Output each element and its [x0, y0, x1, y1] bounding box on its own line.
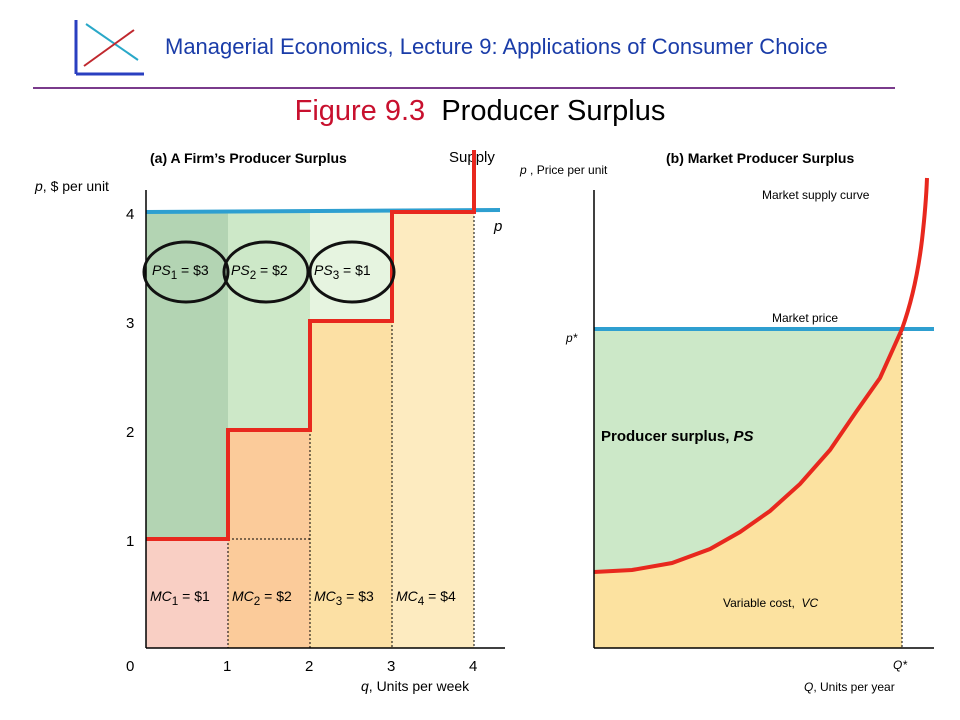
y-tick: 3 [126, 315, 135, 332]
vc-label: Variable cost, VC [723, 596, 819, 610]
mc1-area [146, 539, 228, 648]
ps1-area [146, 212, 228, 539]
x-tick: 4 [469, 658, 478, 675]
ps1-circle [142, 240, 230, 304]
slide-title: Figure 9.3 Producer Surplus [0, 95, 960, 128]
mc1-label: MC1 = $1 [150, 588, 210, 608]
x-tick: 3 [387, 658, 396, 675]
mc4-label: MC4 = $4 [396, 588, 456, 608]
y-tick: 2 [126, 424, 135, 441]
panel-b-title: (b) Market Producer Surplus [666, 150, 855, 166]
ps2-circle [222, 240, 310, 304]
slide-title-text: Producer Surplus [441, 95, 666, 127]
mc2-label: MC2 = $2 [232, 588, 292, 608]
panel-b-ylabel: p , Price per unit [520, 163, 608, 177]
supply-staircase [146, 150, 476, 541]
y-tick: 0 [126, 658, 135, 675]
ps3-circle [308, 240, 396, 304]
price-label: p [494, 218, 503, 235]
supply-label: Supply [449, 149, 495, 166]
figure-label: Figure 9.3 [294, 95, 426, 127]
panel-a-ylabel: p, $ per unit [35, 178, 109, 194]
mc4-area [392, 212, 474, 648]
x-tick: 2 [305, 658, 314, 675]
panel-b-xlabel: Q, Units per year [804, 680, 895, 694]
ps1-label: PS1 = $3 [152, 262, 209, 282]
q-star-label: Q* [893, 658, 908, 672]
mc3-label: MC3 = $3 [314, 588, 374, 608]
ps2-label: PS2 = $2 [231, 262, 288, 282]
mc3-area [310, 321, 392, 648]
y-tick: 1 [126, 533, 135, 550]
p-star-label: p* [566, 331, 578, 345]
market-vc-area [594, 329, 902, 648]
x-tick: 1 [223, 658, 232, 675]
axes-crossing-lines-icon [74, 20, 144, 76]
panel-a-xlabel: q, Units per week [361, 678, 470, 694]
panel-a-title: (a) A Firm’s Producer Surplus [150, 150, 347, 166]
ps-area-label: Producer surplus, PS [601, 428, 754, 445]
header-title: Managerial Economics, Lecture 9: Applica… [165, 34, 828, 59]
market-supply-curve [593, 177, 929, 574]
ps3-label: PS3 = $1 [314, 262, 371, 282]
market-price-label: Market price [772, 311, 839, 325]
y-tick: 4 [126, 206, 135, 223]
market-ps-area [594, 329, 902, 572]
supply-curve-label: Market supply curve [762, 188, 870, 202]
header-divider [33, 87, 895, 89]
